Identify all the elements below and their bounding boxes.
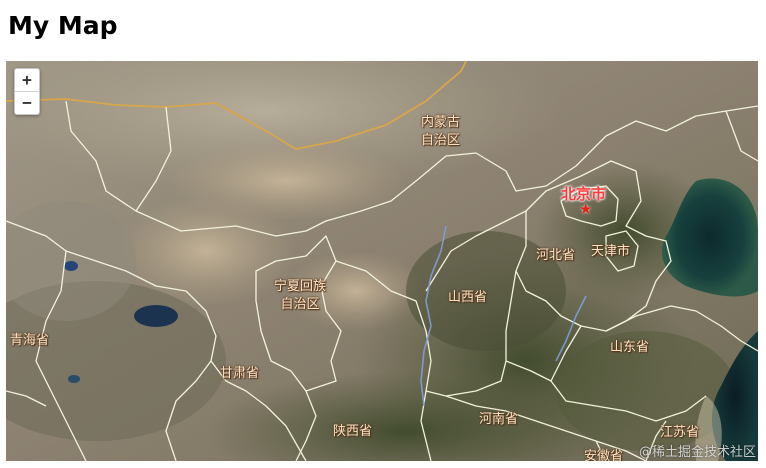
- star-icon: ★: [579, 200, 593, 218]
- map-label-tianjin: 天津市: [591, 244, 631, 259]
- map-label-shanxi: 山西省: [448, 290, 488, 305]
- map-label-ningxia-line2: 自治区: [280, 297, 320, 312]
- zoom-in-button[interactable]: +: [22, 70, 32, 89]
- map-label-hebei: 河北省: [536, 248, 576, 263]
- map-label-jiangsu: 江苏省: [660, 425, 700, 440]
- map-attribution: @稀土掘金技术社区: [638, 445, 756, 460]
- map-label-inner-mongolia-line1: 内蒙古: [421, 115, 461, 130]
- map-label-shaanxi: 陕西省: [333, 424, 373, 439]
- zoom-control: + −: [14, 68, 40, 115]
- map-label-beijing: 北京市: [561, 185, 607, 203]
- page-title: My Map: [8, 11, 118, 40]
- satellite-basemap[interactable]: [6, 61, 758, 461]
- map-label-inner-mongolia: 内蒙古 自治区: [421, 114, 460, 150]
- map-label-shandong: 山东省: [610, 340, 650, 355]
- map-label-inner-mongolia-line2: 自治区: [421, 133, 461, 148]
- zoom-out-button[interactable]: −: [15, 91, 39, 114]
- map-label-qinghai: 青海省: [10, 333, 50, 348]
- map-label-anhui: 安徽省: [584, 449, 624, 461]
- map-label-henan: 河南省: [479, 412, 519, 427]
- map-label-gansu: 甘肃省: [220, 366, 260, 381]
- map-view[interactable]: + − 内蒙古 自治区 北京市 ★ 河北省 天津市 宁夏回族 自治区 山西省 青…: [6, 61, 758, 461]
- map-label-ningxia-line1: 宁夏回族: [274, 279, 327, 294]
- map-label-ningxia: 宁夏回族 自治区: [274, 278, 326, 314]
